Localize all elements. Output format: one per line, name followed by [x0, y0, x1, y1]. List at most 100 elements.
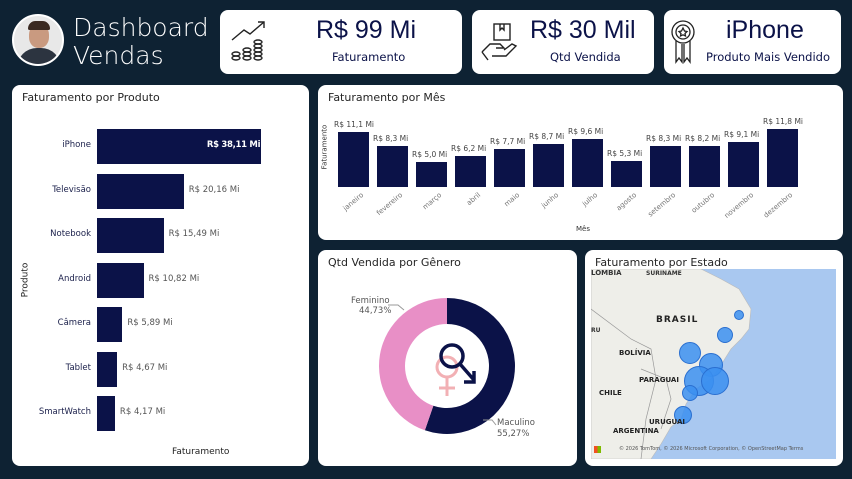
product-bar[interactable] [97, 262, 144, 298]
state-bubble[interactable] [734, 310, 744, 320]
month-bar[interactable] [377, 145, 408, 187]
map-label: RU [591, 327, 601, 334]
award-ribbon-icon [671, 20, 695, 64]
panel-faturamento-estado: Faturamento por Estado LÔMBIA SURINAME B… [585, 250, 843, 466]
map-attribution[interactable]: © 2026 TomTom, © 2026 Microsoft Corporat… [619, 446, 804, 452]
x-axis-label: Mês [576, 225, 590, 233]
panel-title: Faturamento por Mês [328, 91, 446, 104]
month-tick-label: junho [540, 191, 561, 210]
month-bar[interactable] [572, 139, 603, 187]
kpi-value: R$ 30 Mil [530, 16, 636, 44]
kpi-label: Produto Mais Vendido [706, 50, 831, 64]
kpi-value: iPhone [726, 16, 804, 44]
title-line-1: Dashboard [73, 13, 209, 42]
month-value-label: R$ 11,8 Mi [763, 116, 804, 126]
state-bubble[interactable] [679, 342, 701, 364]
panel-title: Faturamento por Estado [595, 256, 728, 269]
state-bubble[interactable] [717, 327, 733, 343]
map-label: CHILE [599, 389, 622, 397]
state-bubble[interactable] [674, 406, 692, 424]
month-value-label: R$ 8,7 Mi [529, 131, 565, 141]
month-bar[interactable] [728, 141, 759, 187]
month-tick-label: abril [465, 191, 483, 208]
month-tick-label: janeiro [341, 191, 366, 213]
month-tick-label: agosto [614, 191, 639, 213]
map-label: ARGENTINA [613, 427, 659, 435]
panel-title: Faturamento por Produto [22, 91, 160, 104]
microsoft-logo [594, 446, 601, 453]
month-value-label: R$ 8,3 Mi [646, 133, 682, 143]
leader-line [388, 304, 405, 311]
month-value-label: R$ 7,7 Mi [490, 136, 526, 146]
product-bar[interactable] [97, 351, 118, 387]
month-bar[interactable] [338, 132, 369, 187]
map-label: BOLÍVIA [619, 349, 651, 357]
product-label: SmartWatch [38, 407, 91, 417]
product-label: iPhone [62, 140, 91, 150]
product-bar[interactable] [97, 173, 184, 209]
kpi-faturamento: R$ 99 Mi Faturamento [220, 10, 462, 74]
product-label: Android [58, 273, 91, 284]
panel-faturamento-produto: Faturamento por Produto Produto Faturame… [12, 85, 309, 466]
map[interactable]: LÔMBIA SURINAME BRASIL RU BOLÍVIA PARAGU… [591, 269, 836, 459]
dashboard-title: Dashboard Vendas [73, 14, 209, 70]
panel-faturamento-mes: Faturamento por Mês Faturamento Mês R$ 1… [318, 85, 843, 240]
label-masculino: Maculino [497, 418, 535, 428]
kpi-value: R$ 99 Mi [316, 16, 417, 44]
map-label: PARAGUAI [639, 376, 679, 384]
x-axis-label: Faturamento [172, 447, 230, 457]
male-symbol-icon [439, 343, 476, 384]
female-symbol-icon [435, 355, 459, 396]
month-value-label: R$ 5,3 Mi [607, 148, 643, 158]
month-bar[interactable] [689, 146, 720, 187]
map-label: BRASIL [656, 315, 699, 325]
product-bar[interactable] [97, 396, 115, 431]
state-bubble[interactable] [701, 367, 729, 395]
product-label: Tablet [65, 362, 91, 373]
month-tick-label: novembro [722, 191, 756, 220]
slice-masculino[interactable] [424, 298, 515, 434]
month-value-label: R$ 5,0 Mi [412, 150, 448, 160]
month-bar[interactable] [533, 143, 564, 187]
kpi-label: Faturamento [332, 50, 406, 64]
product-value-label: R$ 10,82 Mi [148, 273, 200, 284]
month-bar[interactable] [455, 156, 486, 187]
product-bar[interactable] [97, 218, 164, 253]
month-bar[interactable] [611, 160, 642, 187]
panel-title: Qtd Vendida por Gênero [328, 256, 461, 269]
month-bar[interactable] [494, 148, 525, 187]
month-tick-label: julho [580, 191, 600, 209]
state-bubble[interactable] [682, 385, 698, 401]
month-value-label: R$ 11,1 Mi [334, 120, 375, 130]
month-bar[interactable] [416, 162, 447, 187]
slice-feminino[interactable] [378, 298, 447, 431]
product-bar[interactable] [97, 307, 123, 342]
month-value-label: R$ 9,6 Mi [568, 127, 604, 137]
product-value-label: R$ 20,16 Mi [188, 184, 240, 195]
month-tick-label: outubro [690, 191, 717, 215]
month-value-label: R$ 9,1 Mi [724, 129, 760, 139]
map-label: URUGUAI [649, 418, 685, 426]
month-bar[interactable] [650, 145, 681, 187]
product-value-label: R$ 38,11 Mi [206, 140, 261, 150]
land-shape [591, 269, 752, 459]
growth-coins-icon [231, 21, 265, 61]
month-tick-label: maio [502, 191, 522, 209]
month-tick-label: março [421, 191, 444, 212]
month-bar[interactable] [767, 128, 798, 187]
product-value-label: R$ 4,67 Mi [122, 362, 168, 373]
product-label: Câmera [57, 318, 91, 328]
gender-donut [378, 298, 515, 434]
product-label: Notebook [50, 229, 91, 239]
product-value-label: R$ 15,49 Mi [168, 229, 220, 239]
hand-box-icon [481, 23, 518, 61]
value-masculino: 55,27% [497, 429, 530, 439]
kpi-qtd-vendida: R$ 30 Mil Qtd Vendida [472, 10, 654, 74]
product-label: Televisão [52, 184, 91, 195]
panel-qtd-genero: Qtd Vendida por Gênero Feminino 44,73% M… [318, 250, 577, 466]
month-value-label: R$ 8,2 Mi [685, 134, 721, 144]
title-line-2: Vendas [73, 41, 164, 70]
month-tick-label: fevereiro [375, 191, 405, 218]
month-value-label: R$ 6,2 Mi [451, 144, 487, 154]
product-bar[interactable] [97, 129, 261, 164]
